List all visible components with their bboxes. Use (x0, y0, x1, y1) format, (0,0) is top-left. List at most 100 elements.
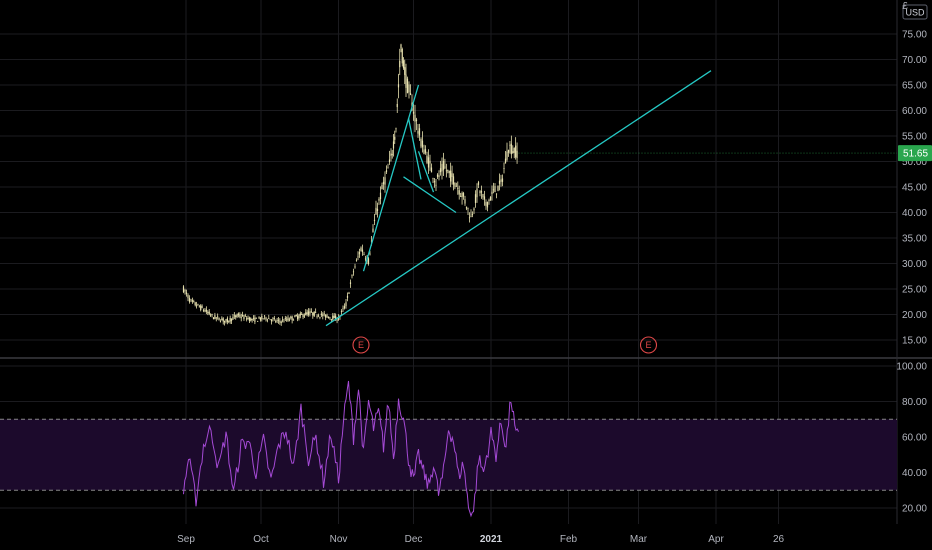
candle-body[interactable] (396, 103, 398, 108)
earnings-marker[interactable] (352, 336, 370, 354)
candle-body[interactable] (509, 144, 511, 146)
candle-body[interactable] (279, 321, 281, 323)
candle-body[interactable] (198, 306, 200, 308)
candle-body[interactable] (474, 194, 477, 203)
candle-body[interactable] (255, 317, 257, 319)
candle-body[interactable] (195, 305, 198, 307)
candle-body[interactable] (232, 317, 234, 320)
candle-body[interactable] (305, 312, 307, 316)
candle-body[interactable] (332, 315, 334, 320)
candle-body[interactable] (187, 294, 189, 299)
candle-body[interactable] (495, 193, 498, 195)
candle-body[interactable] (323, 313, 325, 315)
candle-body[interactable] (376, 208, 379, 211)
candle-body[interactable] (479, 191, 481, 194)
candle-body[interactable] (316, 315, 318, 317)
candle-body[interactable] (432, 178, 434, 180)
candle-body[interactable] (447, 169, 449, 171)
candle-body[interactable] (319, 317, 321, 318)
candle-body[interactable] (348, 292, 350, 294)
last-price-tag[interactable] (898, 145, 932, 162)
candle-body[interactable] (202, 309, 205, 311)
candle-body[interactable] (483, 196, 486, 200)
candle-body[interactable] (310, 311, 312, 313)
candle-body[interactable] (500, 179, 502, 182)
candle-body[interactable] (515, 145, 517, 158)
candle-body[interactable] (337, 316, 340, 320)
candle-body[interactable] (315, 311, 317, 313)
candle-body[interactable] (504, 158, 507, 164)
candle-body[interactable] (270, 319, 273, 322)
candle-body[interactable] (190, 299, 192, 301)
candle-body[interactable] (266, 319, 268, 321)
candle-body[interactable] (257, 321, 259, 322)
candle-body[interactable] (306, 312, 308, 314)
candle-body[interactable] (333, 315, 335, 319)
candle-body[interactable] (343, 306, 346, 309)
candle-body[interactable] (513, 148, 515, 153)
candle-body[interactable] (250, 318, 252, 321)
candle-body[interactable] (219, 321, 222, 323)
candle-body[interactable] (387, 167, 389, 169)
candle-body[interactable] (188, 298, 191, 302)
candle-body[interactable] (239, 314, 241, 317)
candle-body[interactable] (235, 315, 237, 318)
candle-body[interactable] (452, 176, 455, 185)
candle-body[interactable] (399, 60, 401, 68)
candle-body[interactable] (197, 303, 199, 305)
candle-body[interactable] (284, 318, 286, 319)
candle-body[interactable] (379, 192, 382, 200)
candle-body[interactable] (457, 187, 459, 189)
candle-body[interactable] (230, 318, 233, 321)
candle-body[interactable] (298, 314, 300, 319)
candle-body[interactable] (448, 170, 450, 174)
candle-body[interactable] (330, 318, 332, 320)
candle-body[interactable] (402, 60, 405, 69)
rsi-pane[interactable] (0, 380, 897, 518)
candle-body[interactable] (218, 317, 220, 320)
candle-body[interactable] (225, 319, 227, 321)
candle-body[interactable] (301, 314, 303, 315)
candle-body[interactable] (501, 178, 504, 182)
candle-body[interactable] (240, 317, 242, 319)
candle-body[interactable] (342, 308, 344, 310)
candle-body[interactable] (360, 247, 362, 251)
candle-body[interactable] (244, 315, 246, 317)
candle-body[interactable] (433, 181, 436, 183)
candle-body[interactable] (364, 258, 367, 260)
candle-body[interactable] (345, 302, 347, 307)
candle-body[interactable] (327, 316, 330, 319)
candle-body[interactable] (258, 316, 260, 319)
candle-body[interactable] (385, 170, 388, 173)
candle-body[interactable] (355, 259, 358, 261)
candle-body[interactable] (233, 315, 235, 317)
candle-body[interactable] (430, 167, 433, 173)
candle-body[interactable] (467, 207, 469, 209)
candle-body[interactable] (512, 151, 514, 153)
candle-body[interactable] (309, 311, 311, 314)
candle-body[interactable] (268, 318, 270, 319)
candle-body[interactable] (269, 319, 271, 321)
candle-body[interactable] (442, 160, 445, 170)
candle-body[interactable] (212, 317, 215, 320)
candle-body[interactable] (369, 253, 371, 255)
candle-body[interactable] (497, 185, 499, 191)
candle-body[interactable] (429, 160, 431, 164)
candle-body[interactable] (261, 316, 263, 319)
candle-body[interactable] (409, 93, 412, 96)
candle-body[interactable] (375, 207, 377, 215)
candle-body[interactable] (473, 208, 475, 211)
candle-body[interactable] (400, 44, 402, 49)
trendline[interactable] (325, 70, 712, 327)
candle-body[interactable] (426, 155, 428, 163)
candle-body[interactable] (205, 309, 207, 312)
candle-body[interactable] (450, 170, 452, 182)
candle-body[interactable] (287, 317, 289, 321)
candle-body[interactable] (215, 317, 217, 319)
candle-body[interactable] (461, 192, 463, 198)
candle-body[interactable] (462, 193, 465, 197)
candle-body[interactable] (288, 319, 291, 321)
candle-body[interactable] (290, 316, 292, 318)
candle-body[interactable] (486, 201, 489, 208)
candle-body[interactable] (224, 320, 226, 323)
